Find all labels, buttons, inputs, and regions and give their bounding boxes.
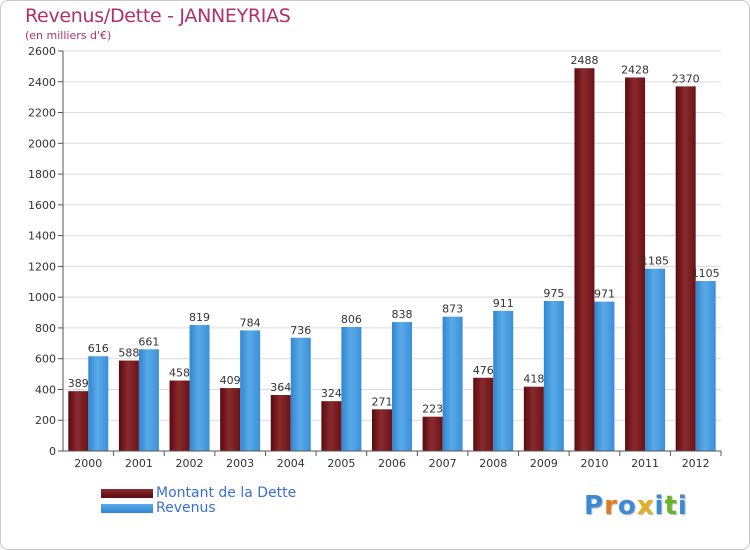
data-label-revenus: 971 <box>594 288 615 301</box>
data-label-dette: 2488 <box>570 54 598 67</box>
data-label-revenus: 838 <box>392 308 413 321</box>
chart-subtitle: (en milliers d'€) <box>25 29 112 42</box>
logo-letter: t <box>664 491 678 521</box>
legend-swatch-dette <box>101 489 153 498</box>
data-label-revenus: 911 <box>493 297 514 310</box>
y-tick-label: 2400 <box>28 76 56 89</box>
y-tick-label: 1800 <box>28 168 56 181</box>
data-label-revenus: 661 <box>138 335 159 348</box>
logo-letter: P <box>584 491 605 521</box>
bar-dette <box>523 386 544 451</box>
bar-revenus <box>594 301 615 451</box>
legend-label-revenus: Revenus <box>156 500 216 516</box>
bar-revenus <box>543 301 564 451</box>
bar-dette <box>68 391 89 451</box>
x-tick-label: 2007 <box>429 457 457 470</box>
bar-revenus <box>341 327 362 451</box>
bar-revenus <box>442 316 463 451</box>
x-tick-label: 2000 <box>74 457 102 470</box>
x-tick-label: 2010 <box>580 457 608 470</box>
bar-revenus <box>392 322 412 451</box>
proxiti-logo: Proxiti <box>584 491 688 521</box>
data-label-dette: 458 <box>169 367 190 380</box>
x-tick-label: 2001 <box>125 457 153 470</box>
y-tick-label: 0 <box>49 445 56 458</box>
x-tick-label: 2008 <box>479 457 507 470</box>
bar-dette <box>169 380 190 451</box>
data-label-revenus: 1105 <box>692 267 720 280</box>
data-label-dette: 2428 <box>621 63 649 76</box>
data-label-dette: 476 <box>473 364 494 377</box>
y-tick-label: 800 <box>35 322 56 335</box>
logo-letter: o <box>617 491 637 521</box>
data-label-dette: 389 <box>68 377 89 390</box>
data-label-revenus: 806 <box>341 313 362 326</box>
legend-label-dette: Montant de la Dette <box>156 485 297 501</box>
logo-letter: i <box>654 491 665 521</box>
bar-dette <box>625 77 646 451</box>
y-tick-label: 200 <box>35 414 56 427</box>
data-label-revenus: 784 <box>240 316 261 329</box>
data-label-revenus: 873 <box>442 303 463 316</box>
bar-revenus <box>88 356 109 451</box>
bar-revenus <box>695 281 716 451</box>
x-tick-label: 2002 <box>176 457 204 470</box>
bar-revenus <box>189 325 210 451</box>
data-label-dette: 588 <box>118 347 139 360</box>
data-label-dette: 223 <box>422 403 443 416</box>
data-label-revenus: 819 <box>189 311 210 324</box>
bar-dette <box>473 377 494 451</box>
y-tick-label: 400 <box>35 383 56 396</box>
bar-dette <box>422 416 443 451</box>
data-label-revenus: 1185 <box>641 255 669 268</box>
legend-swatch-revenus <box>101 504 153 513</box>
bar-dette <box>270 395 291 451</box>
y-tick-label: 600 <box>35 353 56 366</box>
bar-dette <box>118 360 139 451</box>
y-tick-label: 1000 <box>28 291 56 304</box>
x-tick-label: 2006 <box>378 457 406 470</box>
data-label-dette: 324 <box>321 387 342 400</box>
x-tick-label: 2004 <box>277 457 305 470</box>
bar-dette <box>675 86 696 451</box>
data-label-revenus: 616 <box>88 342 109 355</box>
bar-dette <box>321 401 342 451</box>
data-label-dette: 409 <box>220 374 241 387</box>
bar-dette <box>574 68 595 451</box>
bar-revenus <box>290 337 311 451</box>
y-tick-label: 1400 <box>28 230 56 243</box>
logo-letter: i <box>677 491 688 521</box>
data-label-dette: 2370 <box>672 72 700 85</box>
data-label-dette: 364 <box>270 381 291 394</box>
x-tick-label: 2003 <box>226 457 254 470</box>
x-tick-label: 2012 <box>682 457 710 470</box>
bar-revenus <box>138 349 159 451</box>
data-label-dette: 418 <box>523 373 544 386</box>
data-label-dette: 271 <box>372 395 393 408</box>
bar-revenus <box>240 330 261 451</box>
y-tick-label: 2000 <box>28 137 56 150</box>
chart-title: Revenus/Dette - JANNEYRIAS <box>25 5 291 27</box>
logo-letter: r <box>604 491 618 521</box>
data-label-revenus: 975 <box>543 287 564 300</box>
logo-letter: x <box>636 491 655 521</box>
x-tick-label: 2009 <box>530 457 558 470</box>
data-label-revenus: 736 <box>290 324 311 337</box>
bar-dette <box>372 409 392 451</box>
bar-dette <box>220 388 241 451</box>
y-tick-label: 1600 <box>28 199 56 212</box>
y-tick-label: 2200 <box>28 107 56 120</box>
y-tick-label: 2600 <box>28 45 56 58</box>
x-tick-label: 2011 <box>631 457 659 470</box>
x-tick-label: 2005 <box>327 457 355 470</box>
bar-revenus <box>645 268 666 451</box>
y-tick-label: 1200 <box>28 260 56 273</box>
bar-revenus <box>493 310 514 451</box>
